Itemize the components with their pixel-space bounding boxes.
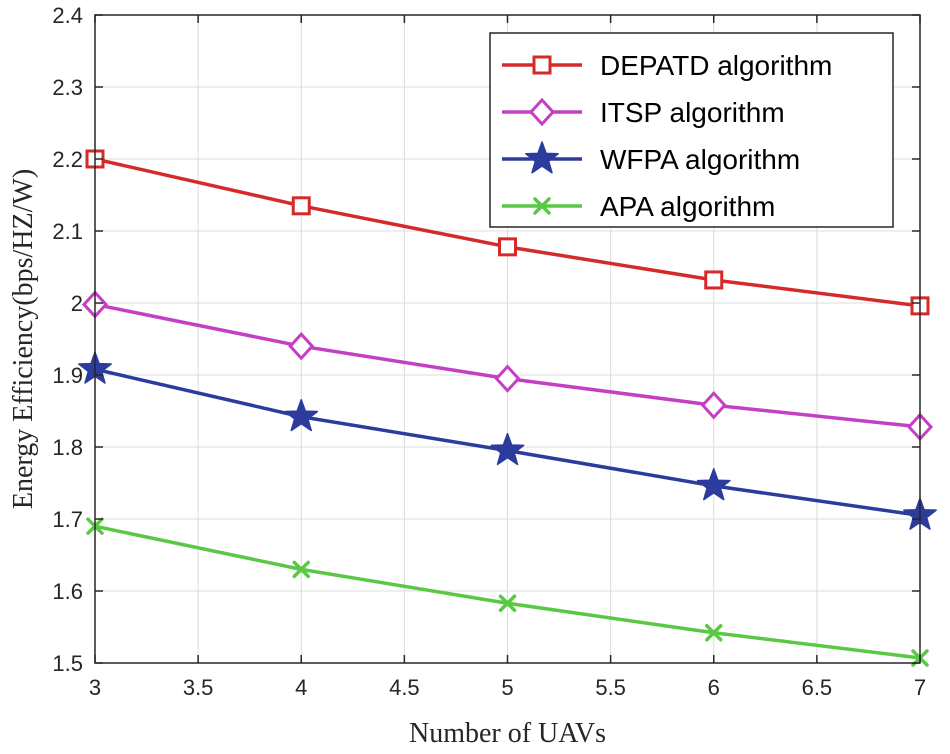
legend-marker [528, 97, 556, 127]
legend-item-apa: APA algorithm [502, 191, 775, 222]
data-point-wfpa [490, 432, 525, 466]
data-point-itsp [288, 331, 315, 361]
y-tick-label: 1.6 [52, 579, 83, 604]
data-point-wfpa [696, 468, 731, 501]
legend-marker [525, 141, 559, 174]
y-tick-label: 2.1 [52, 219, 83, 244]
legend-item-wfpa: WFPA algorithm [502, 141, 800, 175]
y-axis-title: Energy Efficiency(bps/HZ/W) [8, 169, 39, 509]
y-tick-label: 1.8 [52, 435, 83, 460]
x-tick-label: 7 [914, 675, 926, 700]
y-tick-label: 2 [71, 291, 83, 316]
y-tick-label: 2.4 [52, 3, 83, 28]
data-point-depatd [498, 237, 517, 257]
data-point-depatd [291, 196, 311, 216]
x-tick-label: 5.5 [595, 675, 626, 700]
legend: DEPATD algorithm ITSP algorithm WFPA algor… [489, 32, 894, 228]
y-tick-label: 1.5 [52, 651, 83, 676]
x-axis-title: Number of UAVs [409, 718, 606, 749]
series-apa [86, 517, 929, 667]
x-tick-label: 4.5 [389, 675, 420, 700]
y-tick-label: 2.2 [52, 147, 83, 172]
legend-label: WFPA algorithm [600, 144, 800, 175]
series-itsp [81, 290, 934, 442]
x-tick-label: 6 [708, 675, 720, 700]
data-point-apa [498, 594, 517, 612]
data-point-itsp [494, 364, 521, 393]
y-tick-label: 1.7 [52, 507, 83, 532]
legend-label: ITSP algorithm [600, 97, 785, 128]
x-tick-label: 3.5 [183, 675, 214, 700]
y-tick-label: 1.9 [52, 363, 83, 388]
legend-item-depatd: DEPATD algorithm [502, 50, 832, 81]
legend-item-itsp: ITSP algorithm [502, 97, 785, 128]
data-point-apa [705, 624, 723, 642]
y-tick-label: 2.3 [52, 75, 83, 100]
data-point-apa [292, 560, 310, 579]
legend-marker [532, 55, 552, 75]
legend-label: DEPATD algorithm [600, 50, 832, 81]
x-tick-label: 3 [89, 675, 101, 700]
legend-label: APA algorithm [600, 191, 775, 222]
data-point-depatd [704, 270, 724, 290]
x-tick-label: 5 [501, 675, 513, 700]
axis-ticks: 3 3.5 4 4.5 5 5.5 6 6.5 7 1.5 1.6 1.7 1.8 1.9 2 2.1 2.2 2… [52, 3, 926, 700]
data-point-wfpa [284, 399, 319, 432]
legend-marker [533, 197, 551, 215]
data-point-itsp [700, 391, 727, 420]
x-tick-label: 4 [295, 675, 307, 700]
x-tick-label: 6.5 [802, 675, 833, 700]
